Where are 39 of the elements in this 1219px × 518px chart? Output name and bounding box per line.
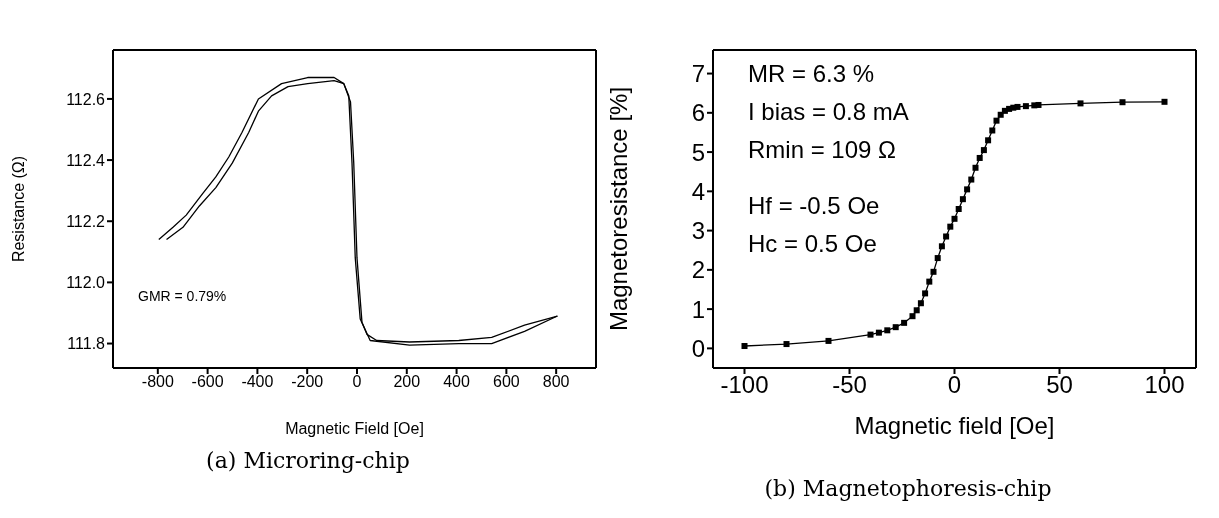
x-axis-title: Magnetic field [Oe]	[854, 412, 1055, 439]
y-axis-title: Magnetoresistance [%]	[604, 86, 632, 332]
y-tick-label: 3	[691, 217, 705, 245]
y-tick-label: 7	[691, 60, 705, 88]
x-tick-label: 0	[947, 371, 962, 399]
x-tick-label: 0	[352, 373, 362, 391]
y-tick-label: 112.2	[66, 212, 106, 230]
x-tick-label: -50	[832, 371, 867, 399]
y-tick-label: 2	[691, 256, 705, 284]
y-tick-label: 5	[691, 138, 705, 166]
x-tick-label: 400	[443, 373, 471, 391]
y-tick-label: 112.4	[66, 151, 106, 169]
y-tick-label: 0	[691, 334, 705, 362]
x-tick-label: -400	[241, 373, 274, 391]
annotation: GMR = 0.79%	[138, 288, 227, 304]
annotation: Hf = -0.5 Oe	[748, 192, 880, 220]
x-tick-label: 100	[1144, 371, 1185, 399]
x-tick-label: -100	[720, 371, 769, 399]
x-tick-label: -800	[141, 373, 174, 391]
annotation: Hc = 0.5 Oe	[748, 230, 877, 258]
y-tick-label: 112.6	[66, 90, 106, 108]
x-axis-title: Magnetic Field [Oe]	[285, 420, 424, 437]
x-tick-label: 200	[393, 373, 421, 391]
x-tick-label: 800	[542, 373, 570, 391]
y-tick-label: 112.0	[66, 274, 106, 292]
y-tick-label: 1	[691, 295, 705, 323]
y-axis-title: Resistance (Ω)	[9, 155, 27, 263]
annotation: I bias = 0.8 mA	[748, 98, 909, 126]
text: (a) Microring-chip	[205, 448, 411, 473]
x-tick-label: 600	[493, 373, 520, 391]
annotation: MR = 6.3 %	[748, 60, 875, 88]
y-tick-label: 6	[691, 99, 705, 127]
x-tick-label: -200	[291, 373, 324, 391]
x-tick-label: -600	[191, 373, 224, 391]
y-tick-label: 4	[691, 177, 705, 205]
y-tick-label: 111.8	[67, 335, 106, 353]
x-tick-label: 50	[1046, 371, 1073, 399]
text: (b) Magnetophoresis-chip	[763, 476, 1053, 501]
annotation: Rmin = 109 Ω	[748, 136, 897, 164]
